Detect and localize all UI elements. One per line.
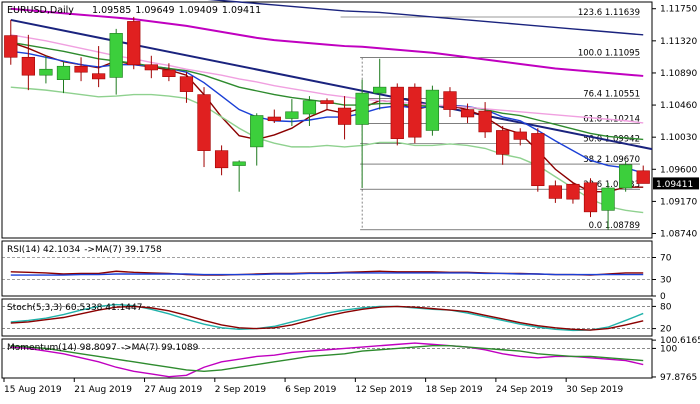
candle-body [496, 130, 510, 155]
candle-body [619, 164, 633, 189]
stoch-series-line [10, 305, 644, 331]
candle-body [250, 115, 264, 148]
momentum-y-tick-label: 97.8765 [660, 373, 697, 383]
candle-body [583, 182, 598, 213]
momentum-series-line [10, 342, 644, 378]
rsi-y-tick-label: 30 [660, 276, 672, 286]
x-tick-label: 12 Sep 2019 [355, 385, 412, 395]
price-y-tick-label: 1.09600 [660, 165, 697, 175]
stoch-title: Stoch(5,3,3) 60.5338 41.1447 [7, 303, 142, 313]
stoch-header: Stoch(5,3,3) 60.5338 41.1447 [7, 303, 142, 313]
candle-body [408, 86, 422, 138]
fib-level-label: 100.0 1.11095 [578, 49, 640, 59]
price-y-tick-label: 1.10890 [660, 69, 697, 79]
stoch-y-tick-label: 20 [660, 325, 672, 335]
x-tick-label: 30 Sep 2019 [566, 385, 623, 395]
fib-level-label: 38.2 1.09670 [583, 155, 640, 165]
candle-body [355, 92, 369, 125]
candle-body [4, 35, 18, 58]
candle-body [302, 100, 317, 115]
price-y-tick-label: 1.11320 [660, 37, 697, 47]
candle-body [443, 91, 457, 110]
x-tick-label: 21 Aug 2019 [74, 385, 132, 395]
x-tick-label: 27 Aug 2019 [145, 385, 203, 395]
candle-body [74, 65, 88, 73]
candle-body [197, 94, 211, 151]
price-y-tick-label: 1.11750 [660, 5, 697, 15]
candle-body [601, 187, 615, 211]
candle-body [21, 56, 35, 76]
candle-body [636, 170, 650, 184]
rsi-series-line [10, 272, 644, 276]
candle-body [162, 69, 176, 77]
candle-body [214, 150, 229, 169]
candle-body [144, 64, 158, 71]
candle-body [513, 131, 527, 140]
ohlc-value: 1.09585 [92, 5, 131, 16]
candle-body [285, 111, 299, 119]
rsi-y-tick-label: 0 [660, 292, 666, 302]
stoch-y-tick-label: 80 [660, 302, 672, 312]
momentum-series-line [10, 345, 644, 372]
price-y-tick-label: 1.10460 [660, 101, 697, 111]
x-tick-label: 2 Sep 2019 [215, 385, 267, 395]
candle-body [566, 183, 580, 200]
x-tick-label: 18 Sep 2019 [426, 385, 483, 395]
fib-level-label: 123.6 1.11639 [578, 8, 640, 18]
price-y-tick-label: 1.09170 [660, 197, 697, 207]
candle-body [267, 116, 281, 122]
fib-level-label: 50.0 1.09942 [583, 135, 640, 145]
rsi-y-tick-label: 70 [660, 254, 672, 264]
x-tick-label: 6 Sep 2019 [285, 385, 337, 395]
moving-average-line [207, 0, 644, 36]
x-tick-label: 15 Aug 2019 [4, 385, 62, 395]
chart-title: EURUSD,Daily [7, 5, 74, 16]
candle-body [460, 109, 475, 118]
candle-body [373, 86, 387, 94]
last-price-box [653, 177, 699, 190]
moving-average-line [10, 7, 644, 77]
ohlc-value: 1.09649 [135, 5, 174, 16]
price-y-tick-label: 1.10030 [660, 133, 697, 143]
panel-frame-1 [1, 240, 653, 297]
candle-body [531, 133, 545, 187]
momentum-y-tick-label: 100.6165 [660, 336, 700, 346]
fib-level-label: 0.0 1.08789 [589, 221, 640, 231]
ohlc-header: 1.09585 1.09649 1.09409 1.09411 [92, 5, 261, 16]
momentum-y-tick-label: 100 [660, 344, 677, 354]
candle-body [425, 89, 440, 131]
candle-body [478, 110, 492, 133]
candle-body [109, 33, 123, 78]
candle-body [91, 73, 106, 80]
candle-body [179, 76, 194, 92]
x-tick-label: 24 Sep 2019 [496, 385, 553, 395]
candle-body [127, 21, 141, 66]
price-y-tick-label: 1.08740 [660, 230, 697, 240]
last-price-label: 1.09411 [656, 180, 693, 190]
candle-body [39, 68, 53, 76]
momentum-header: Momentum(14) 98.8097 ->MA(7) 99.1089 [7, 343, 199, 353]
rsi-title: RSI(14) 42.1034 [7, 245, 80, 255]
ohlc-value: 1.09411 [222, 5, 261, 16]
candle-body [548, 185, 563, 199]
rsi-ma-label: ->MA(7) 39.1758 [84, 245, 162, 255]
candle-body [337, 107, 352, 125]
candle-body [390, 86, 404, 139]
fib-level-label: 76.4 1.10551 [583, 89, 640, 99]
ohlc-value: 1.09409 [179, 5, 218, 16]
candle-body [320, 100, 334, 104]
momentum-title: Momentum(14) 98.8097 [7, 343, 117, 353]
fib-level-label: 23.6 1.09333 [583, 180, 640, 190]
candle-body [232, 161, 246, 166]
momentum-ma-label: ->MA(7) 99.1089 [121, 343, 199, 353]
candle-body [56, 65, 71, 80]
stoch-series-line [10, 303, 644, 332]
rsi-header: RSI(14) 42.1034 ->MA(7) 39.1758 [7, 245, 162, 255]
